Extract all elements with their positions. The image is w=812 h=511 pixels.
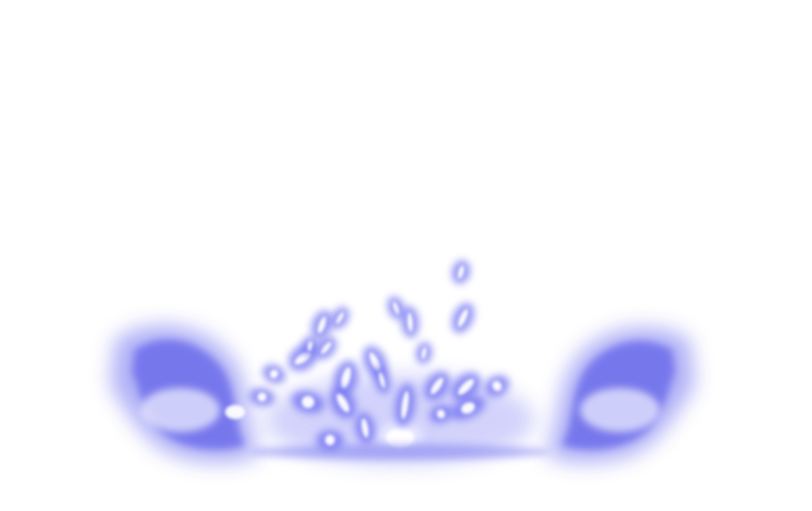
shard-core: [436, 409, 446, 419]
shard-core: [317, 316, 327, 334]
right-wing-glow: [513, 327, 695, 463]
left-wing-glow: [110, 325, 260, 463]
shard-core: [257, 392, 267, 402]
shard-core: [457, 265, 465, 279]
shard-core: [401, 390, 409, 420]
energy-shards: [249, 260, 510, 450]
shard-core: [336, 312, 344, 324]
shard-core: [325, 434, 335, 446]
shard-core: [392, 301, 400, 315]
shard-core: [301, 395, 315, 409]
shard-core: [421, 347, 427, 359]
shard-core: [361, 418, 369, 438]
shard-core: [269, 369, 279, 379]
shard-core: [461, 402, 475, 414]
shard-core: [430, 377, 444, 395]
shard-core: [407, 312, 413, 332]
shard-core: [458, 379, 474, 395]
shard-core: [336, 393, 350, 413]
shard-core: [307, 340, 313, 352]
shard-core: [457, 309, 469, 327]
shard-core: [341, 367, 351, 389]
shard-core: [320, 341, 332, 355]
shard-core: [378, 372, 386, 388]
shard-core: [492, 380, 502, 392]
